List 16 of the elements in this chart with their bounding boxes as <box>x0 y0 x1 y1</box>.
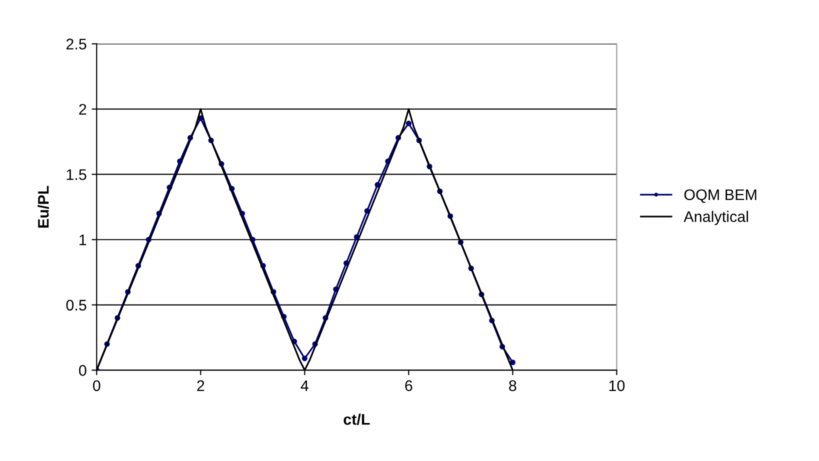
x-tick-label: 2 <box>197 380 204 391</box>
y-tick-label: 2 <box>79 104 86 115</box>
x-tick-label: 6 <box>405 380 412 392</box>
x-axis-title: ct/L <box>344 414 370 425</box>
x-tick-label: 10 <box>609 380 625 392</box>
x-tick-label: 0 <box>92 380 100 392</box>
x-tick-label: 4 <box>300 380 308 391</box>
x-tick-label: 8 <box>509 380 516 392</box>
y-tick-label: 1.5 <box>66 169 86 180</box>
legend-label: Analytical <box>684 210 748 226</box>
y-tick-label: 0.5 <box>66 300 86 311</box>
y-tick-label: 0 <box>79 365 86 376</box>
y-tick-label: 2.5 <box>66 38 86 50</box>
y-tick-label: 1 <box>80 234 86 246</box>
legend-label: OQM BEM <box>684 189 756 203</box>
y-axis-title: Eu/PL <box>38 186 49 228</box>
